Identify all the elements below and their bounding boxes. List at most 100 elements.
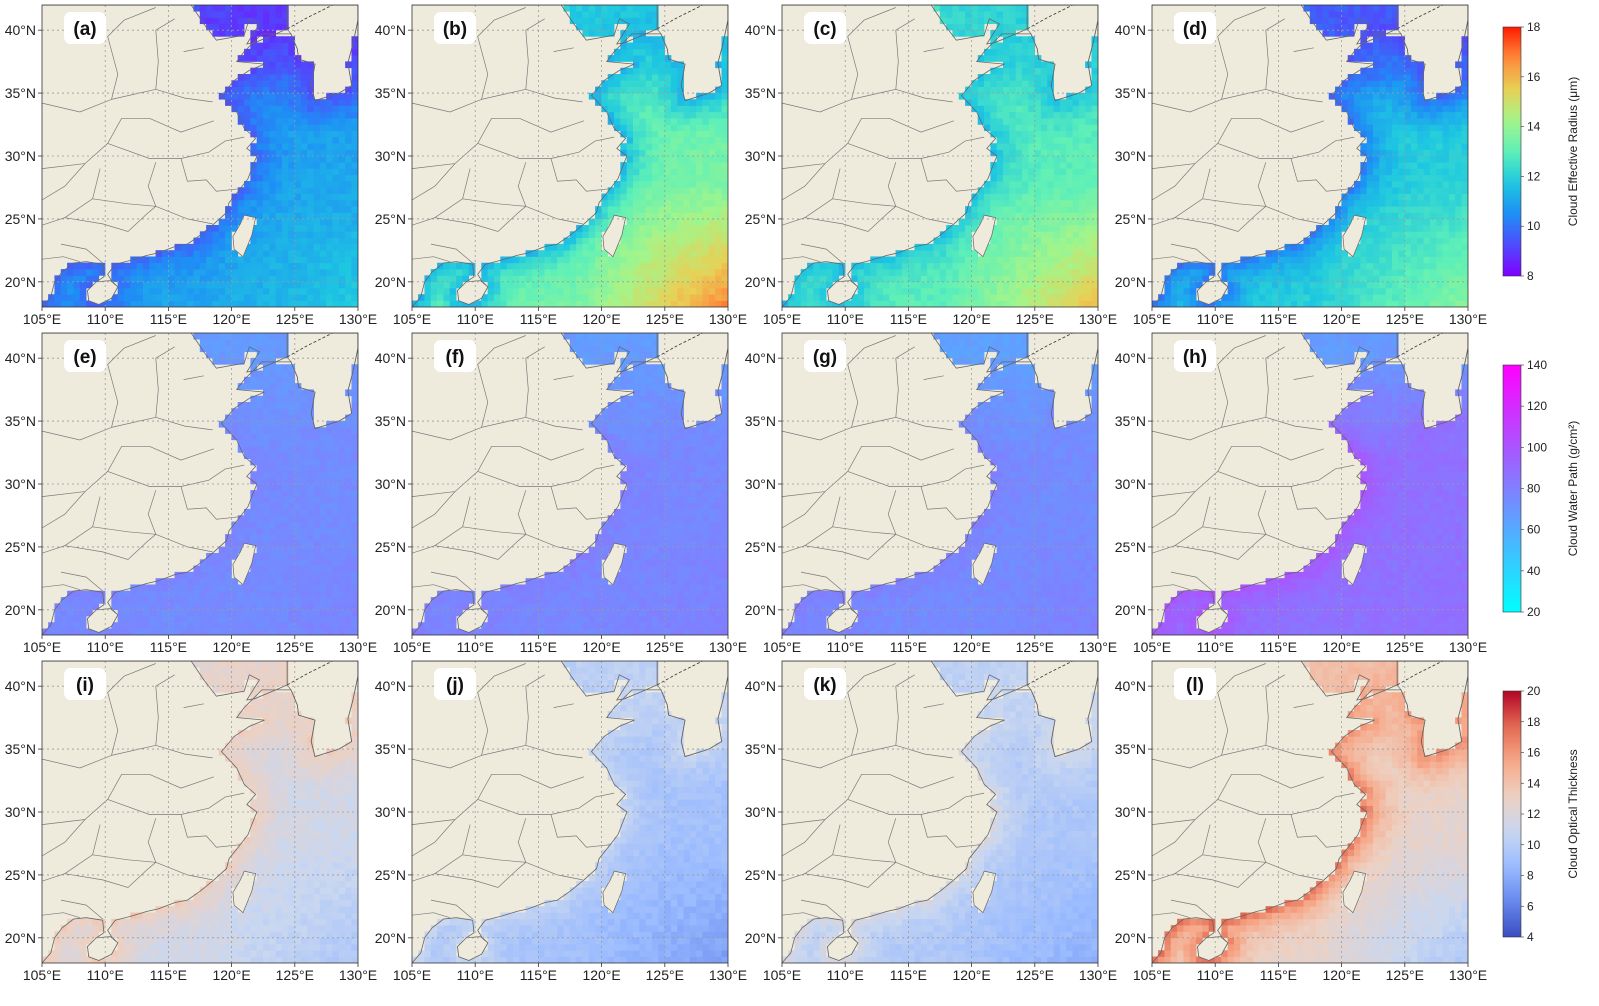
data-cell [1034, 243, 1042, 251]
data-cell [1091, 86, 1098, 94]
data-cell [715, 256, 722, 264]
data-cell [275, 452, 283, 460]
data-cell [1391, 250, 1399, 257]
data-cell [1423, 111, 1431, 119]
data-cell [1366, 42, 1374, 50]
data-cell [263, 275, 270, 283]
data-cell [1366, 80, 1374, 87]
data-cell [307, 603, 314, 611]
data-cell [1448, 287, 1456, 295]
data-cell [984, 118, 991, 125]
data-cell [639, 99, 647, 106]
data-cell [294, 199, 302, 207]
data-cell [288, 427, 295, 434]
data-cell [563, 5, 571, 12]
data-cell [256, 256, 264, 264]
data-cell [633, 206, 640, 213]
data-cell [670, 92, 678, 100]
data-cell [1053, 294, 1061, 301]
data-cell [1072, 136, 1080, 144]
data-cell [1373, 225, 1380, 232]
data-cell [569, 11, 577, 18]
data-cell [1455, 143, 1462, 150]
data-cell [1177, 294, 1184, 301]
data-cell [1053, 250, 1061, 257]
data-cell [263, 345, 270, 353]
data-cell [658, 250, 665, 257]
data-cell [269, 376, 277, 384]
data-cell [614, 256, 621, 264]
data-cell [990, 237, 998, 245]
data-cell [670, 180, 678, 188]
data-cell [1360, 11, 1368, 18]
data-cell [996, 231, 1004, 238]
data-cell [294, 130, 302, 138]
data-cell [1423, 130, 1431, 138]
data-cell [1391, 36, 1399, 43]
data-cell [269, 300, 277, 307]
data-cell [263, 439, 270, 447]
data-cell [689, 162, 697, 169]
data-cell [990, 174, 998, 182]
data-cell [281, 92, 289, 100]
data-cell [332, 225, 340, 232]
data-cell [288, 162, 295, 169]
data-cell [1410, 130, 1418, 138]
data-cell [250, 496, 258, 504]
data-cell [1091, 105, 1098, 113]
data-cell [1455, 225, 1462, 232]
data-cell [832, 275, 840, 283]
data-cell [1297, 287, 1304, 295]
data-cell [250, 540, 258, 548]
data-cell [1047, 99, 1054, 106]
data-cell [576, 23, 583, 31]
data-cell [683, 294, 691, 301]
data-cell [250, 433, 258, 441]
data-cell [281, 23, 289, 31]
data-cell [715, 162, 722, 169]
data-cell [683, 105, 691, 113]
data-cell [351, 231, 358, 238]
data-cell [677, 136, 684, 144]
data-cell [1309, 11, 1317, 18]
data-cell [212, 622, 220, 629]
data-cell [1417, 74, 1424, 81]
data-cell [326, 136, 333, 144]
data-cell [1015, 55, 1023, 62]
data-cell [307, 218, 314, 226]
data-cell [1398, 155, 1405, 163]
data-cell [256, 376, 264, 384]
data-cell [256, 294, 264, 301]
data-cell [345, 275, 352, 283]
data-cell [231, 628, 239, 635]
data-cell [1347, 55, 1355, 62]
data-cell [231, 546, 239, 554]
data-cell [1391, 300, 1399, 307]
data-cell [1003, 29, 1010, 37]
data-cell [601, 256, 609, 264]
data-cell [54, 609, 62, 617]
data-cell [79, 275, 87, 283]
data-cell [300, 294, 308, 301]
data-cell [702, 237, 710, 245]
data-cell [275, 243, 283, 251]
data-cell [237, 262, 245, 270]
data-cell [1360, 250, 1368, 257]
data-cell [538, 269, 545, 276]
data-cell [639, 149, 647, 157]
data-cell [576, 225, 583, 232]
data-cell [651, 155, 659, 163]
data-cell [1436, 206, 1443, 213]
data-cell [275, 212, 283, 220]
data-cell [300, 490, 308, 497]
data-cell [1183, 275, 1191, 283]
data-cell [212, 237, 220, 245]
data-cell [965, 212, 972, 220]
data-cell [683, 155, 691, 163]
data-cell [1028, 199, 1035, 207]
data-cell [193, 584, 201, 592]
data-cell [1028, 36, 1035, 43]
data-cell [1202, 275, 1210, 283]
data-cell [702, 206, 710, 213]
data-cell [1233, 275, 1241, 283]
